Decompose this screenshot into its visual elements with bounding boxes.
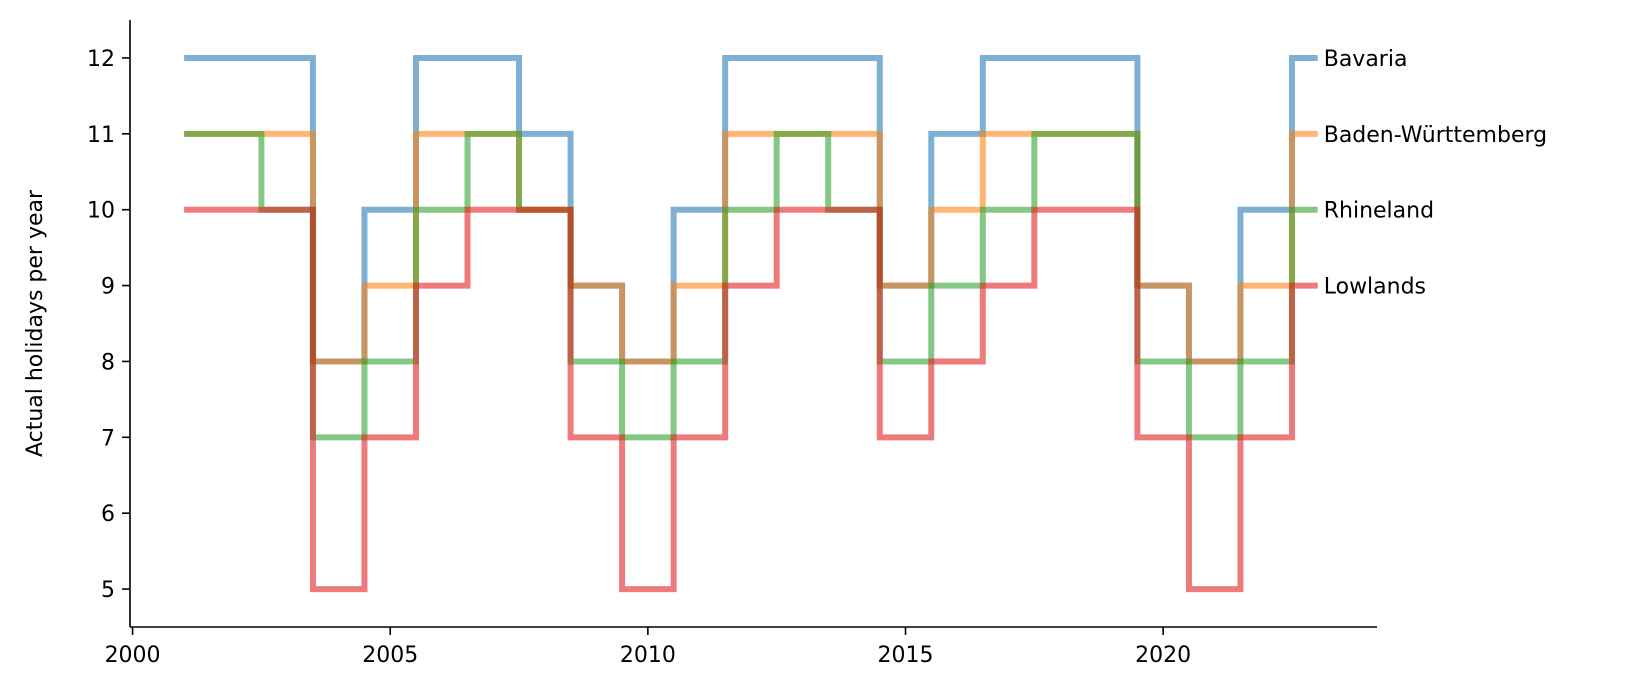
y-tick-label-8: 8 (101, 350, 115, 375)
y-tick-label-10: 10 (87, 199, 115, 224)
x-tick-label-2020: 2020 (1135, 643, 1191, 668)
y-tick-label-11: 11 (87, 123, 115, 148)
y-axis-title: Actual holidays per year (23, 189, 48, 457)
series-label-rhineland: Rhineland (1324, 199, 1434, 224)
y-tick-label-5: 5 (101, 578, 115, 603)
series-line-lowlands (184, 206, 1318, 593)
x-tick-label-2005: 2005 (362, 643, 418, 668)
y-tick-label-7: 7 (101, 426, 115, 451)
labels-layer: Bavaria Baden-Württemberg Rhineland Lowland… (1324, 47, 1547, 300)
series-line-baden-w-rttemberg (184, 130, 1318, 365)
series-layer (184, 54, 1318, 593)
series-label-baden-w-rttemberg: Baden-Württemberg (1324, 123, 1547, 148)
y-tick-label-6: 6 (101, 502, 115, 527)
y-tick-label-12: 12 (87, 47, 115, 72)
ticks-layer: 2000 2005 2010 2015 2020 5 6 7 8 9 10 11 12 (87, 47, 1191, 668)
series-label-bavaria: Bavaria (1324, 47, 1408, 72)
x-tick-label-2010: 2010 (620, 643, 676, 668)
axes-layer (129, 20, 1377, 628)
series-label-lowlands: Lowlands (1324, 275, 1426, 300)
y-tick-label-9: 9 (101, 275, 115, 300)
x-tick-label-2000: 2000 (105, 643, 161, 668)
x-tick-label-2015: 2015 (878, 643, 934, 668)
